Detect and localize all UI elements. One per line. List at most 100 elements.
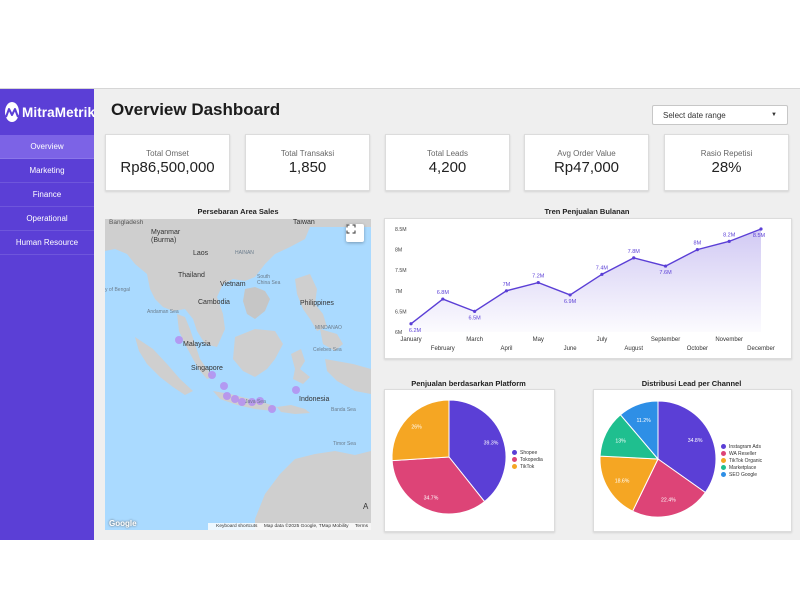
sales-marker[interactable]: [208, 371, 216, 379]
y-tick-label: 6.5M: [395, 309, 407, 315]
trend-chart[interactable]: 6M 6.5M 7M 7.5M 8M 8.5M 6.2M 6.8M 6.5M 7M 7.2M 6.9M…: [385, 219, 791, 358]
legend-swatch: [721, 451, 726, 456]
map-label-bangladesh: Bangladesh: [109, 219, 144, 226]
sidebar-item-operational[interactable]: Operational: [0, 207, 94, 231]
pie-slice[interactable]: [391, 456, 486, 515]
trend-data-label: 8M: [694, 241, 702, 247]
pie-data-label: 39.3%: [484, 440, 499, 446]
x-tick-label: July: [597, 337, 608, 343]
pie-slice[interactable]: [657, 400, 717, 494]
x-tick-label: November: [715, 337, 743, 343]
sales-marker[interactable]: [220, 382, 228, 390]
sales-marker[interactable]: [223, 392, 231, 400]
map-label-hainan: HAINAN: [235, 250, 254, 256]
y-tick-label: 7M: [395, 289, 402, 295]
sales-marker[interactable]: [238, 398, 246, 406]
sidebar: MitraMetrik Overview Marketing Finance O…: [0, 89, 95, 541]
y-tick-label: 8.5M: [395, 227, 407, 233]
x-tick-label: February: [431, 346, 455, 352]
legend-item[interactable]: SEO Google: [721, 471, 762, 478]
x-tick-label: August: [624, 346, 643, 352]
map-label-cambodia: Cambodia: [198, 299, 230, 306]
pie-slice[interactable]: [448, 399, 507, 503]
x-tick-label: December: [747, 346, 775, 352]
kpi-label: Rasio Repetisi: [700, 149, 753, 158]
trend-point[interactable]: [632, 256, 636, 260]
pie-slice[interactable]: [599, 455, 659, 512]
legend-label: WA Reseller: [729, 450, 757, 457]
trend-point[interactable]: [695, 248, 699, 252]
trend-point[interactable]: [473, 309, 477, 313]
sales-marker[interactable]: [292, 386, 300, 394]
pie-data-label: 22.4%: [661, 497, 676, 503]
kpi-rasio-repetisi: Rasio Repetisi 28%: [664, 134, 789, 191]
trend-point[interactable]: [600, 272, 604, 276]
map-title: Persebaran Area Sales: [197, 207, 279, 216]
channel-pie-chart[interactable]: 34.8% 22.4% 18.6% 13% 11.2%: [594, 390, 791, 531]
legend-label: TikTok: [520, 463, 535, 470]
pie-slice[interactable]: [391, 399, 450, 462]
terms-link[interactable]: Terms: [354, 524, 368, 529]
sales-marker[interactable]: [256, 397, 264, 405]
sales-marker[interactable]: [248, 398, 256, 406]
legend-swatch: [512, 450, 517, 455]
trend-point[interactable]: [727, 239, 731, 243]
sidebar-item-human-resource[interactable]: Human Resource: [0, 231, 94, 255]
sales-marker[interactable]: [175, 336, 183, 344]
trend-point[interactable]: [759, 227, 763, 231]
legend-item[interactable]: WA Reseller: [721, 450, 762, 457]
sales-area-map[interactable]: Bangladesh Taiwan Myanmar (Burma) Laos H…: [105, 219, 371, 530]
x-tick-label: September: [651, 337, 680, 343]
sidebar-item-finance[interactable]: Finance: [0, 183, 94, 207]
trend-point[interactable]: [441, 297, 445, 301]
trend-point[interactable]: [409, 322, 413, 326]
legend-item[interactable]: Shopee: [512, 449, 543, 456]
trend-point[interactable]: [504, 289, 509, 293]
legend-item[interactable]: TikTok Organic: [721, 457, 762, 464]
y-tick-label: 8M: [395, 248, 402, 254]
kpi-total-omset: Total Omset Rp86,500,000: [105, 134, 230, 191]
fullscreen-icon: [346, 224, 356, 234]
platform-chart-title: Penjualan berdasarkan Platform: [411, 379, 526, 388]
date-range-select[interactable]: Select date range ▼: [652, 105, 788, 125]
date-range-placeholder: Select date range: [663, 110, 726, 120]
sales-marker[interactable]: [268, 405, 276, 413]
x-tick-label: January: [400, 337, 421, 343]
kpi-value: 4,200: [428, 159, 467, 176]
sidebar-item-marketing[interactable]: Marketing: [0, 159, 94, 183]
trend-point[interactable]: [536, 280, 540, 285]
platform-pie-chart[interactable]: 39.3% 34.7% 26%: [385, 390, 554, 531]
legend-swatch: [512, 457, 517, 462]
kpi-total-transaksi: Total Transaksi 1,850: [245, 134, 370, 191]
y-tick-label: 6M: [395, 330, 402, 336]
brand[interactable]: MitraMetrik: [0, 89, 95, 135]
legend-item[interactable]: Marketplace: [721, 464, 762, 471]
legend-item[interactable]: TikTok: [512, 463, 543, 470]
trend-data-label: 7.4M: [596, 265, 609, 271]
legend-label: Shopee: [520, 449, 538, 456]
legend-swatch: [721, 472, 726, 477]
legend-swatch: [721, 458, 726, 463]
kpi-avg-order-value: Avg Order Value Rp47,000: [524, 134, 649, 191]
legend-item[interactable]: Tokopedia: [512, 456, 543, 463]
map-label-indonesia: Indonesia: [299, 396, 330, 403]
map-land: [105, 219, 371, 530]
trend-data-label: 6.8M: [437, 290, 450, 296]
sales-marker[interactable]: [231, 395, 239, 403]
sidebar-item-overview[interactable]: Overview: [0, 135, 94, 159]
fullscreen-button[interactable]: [346, 224, 364, 242]
legend-label: Marketplace: [729, 464, 757, 471]
trend-chart-title: Tren Penjualan Bulanan: [544, 207, 630, 216]
map-label-bay-of-bengal: y of Bengal: [105, 287, 131, 293]
trend-point[interactable]: [663, 264, 668, 268]
trend-point[interactable]: [568, 293, 572, 297]
legend-item[interactable]: Instagram Ads: [721, 443, 762, 450]
map-label-celebes-sea: Celebes Sea: [313, 347, 342, 353]
pie-slice[interactable]: [631, 458, 707, 518]
pie-data-label: 18.6%: [615, 478, 630, 484]
pie-slice[interactable]: [619, 400, 659, 461]
x-tick-label: June: [564, 346, 578, 352]
google-logo: Google: [109, 519, 137, 528]
keyboard-shortcuts-link[interactable]: Keyboard shortcuts: [216, 524, 258, 529]
map-label-taiwan: Taiwan: [293, 219, 315, 226]
